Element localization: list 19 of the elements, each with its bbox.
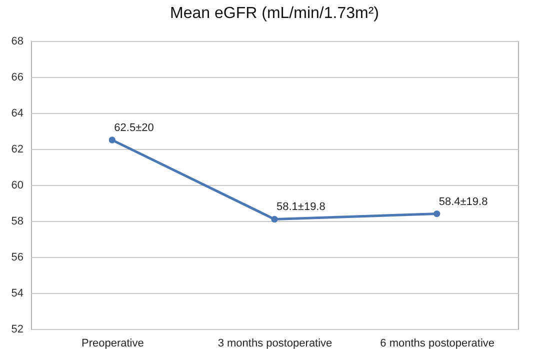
y-tick-label: 62 [11,144,24,156]
data-label: 62.5±20 [114,122,154,134]
point [271,216,278,223]
y-tick-label: 60 [11,180,24,192]
data-label: 58.1±19.8 [276,201,326,214]
point [108,136,116,144]
y-tick-label: 66 [11,72,24,84]
x-tick-label: Preoperative [81,338,144,349]
y-tick-label: 54 [11,288,24,300]
chart-title: Mean eGFR (mL/min/1.73m²) [170,5,379,22]
data-label: 58.4±19.8 [438,196,488,208]
y-tick-label: 64 [11,108,24,120]
y-tick-label: 58 [11,216,24,228]
y-tick-label: 56 [11,252,24,264]
y-tick-label: 68 [11,36,24,48]
point [433,210,440,218]
x-tick-label: 3 months postoperative [218,338,332,349]
y-tick-label: 52 [11,324,24,336]
x-tick-label: 6 months postoperative [380,338,495,349]
